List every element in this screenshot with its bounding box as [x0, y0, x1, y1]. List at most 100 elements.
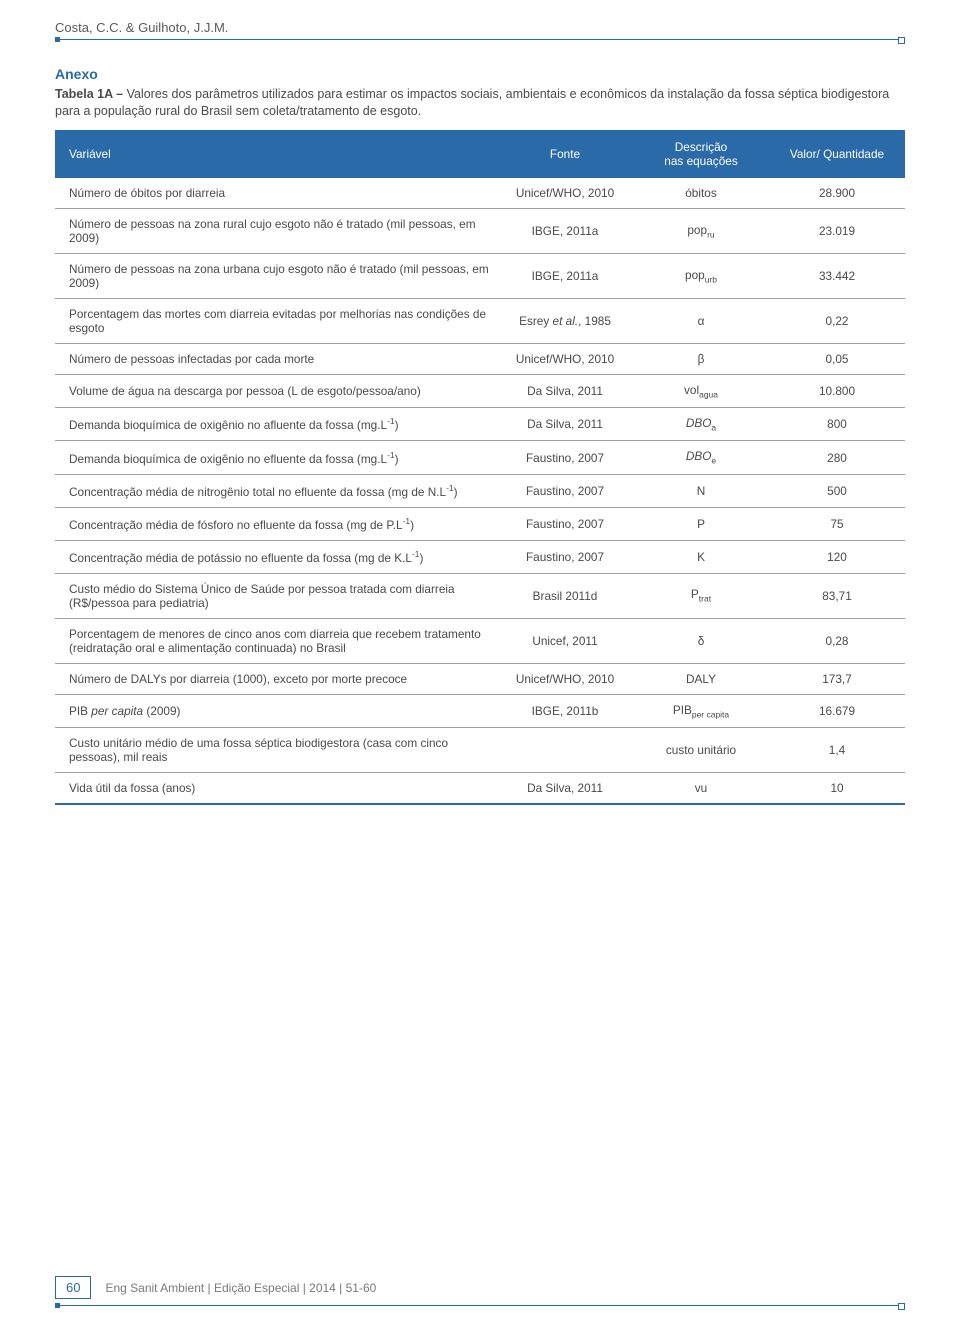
- cell-descricao: DALY: [633, 663, 769, 694]
- cell-variavel: Número de óbitos por diarreia: [55, 178, 497, 209]
- cell-descricao: β: [633, 343, 769, 374]
- cell-fonte: Faustino, 2007: [497, 507, 633, 540]
- cell-fonte: Brasil 2011d: [497, 573, 633, 618]
- cell-descricao: Ptrat: [633, 573, 769, 618]
- cell-valor: 0,05: [769, 343, 905, 374]
- table-row: Demanda bioquímica de oxigênio no afluen…: [55, 408, 905, 441]
- cell-valor: 120: [769, 540, 905, 573]
- table-header-row: Variável Fonte Descrição nas equações Va…: [55, 130, 905, 178]
- cell-valor: 10.800: [769, 374, 905, 407]
- cell-fonte: Da Silva, 2011: [497, 408, 633, 441]
- table-row: PIB per capita (2009)IBGE, 2011bPIBper c…: [55, 694, 905, 727]
- th-valor: Valor/ Quantidade: [769, 130, 905, 178]
- cell-variavel: Número de pessoas na zona rural cujo esg…: [55, 208, 497, 253]
- cell-descricao: DBOe: [633, 441, 769, 474]
- cell-variavel: Número de pessoas infectadas por cada mo…: [55, 343, 497, 374]
- cell-valor: 173,7: [769, 663, 905, 694]
- cell-descricao: custo unitário: [633, 727, 769, 772]
- table-row: Número de DALYs por diarreia (1000), exc…: [55, 663, 905, 694]
- th-descricao: Descrição nas equações: [633, 130, 769, 178]
- cell-variavel: Demanda bioquímica de oxigênio no afluen…: [55, 408, 497, 441]
- table-row: Número de pessoas na zona rural cujo esg…: [55, 208, 905, 253]
- cell-descricao: N: [633, 474, 769, 507]
- cell-valor: 1,4: [769, 727, 905, 772]
- cell-valor: 10: [769, 772, 905, 804]
- cell-variavel: Concentração média de fósforo no efluent…: [55, 507, 497, 540]
- cell-valor: 500: [769, 474, 905, 507]
- cell-fonte: IBGE, 2011a: [497, 208, 633, 253]
- cell-fonte: Unicef/WHO, 2010: [497, 343, 633, 374]
- cell-descricao: popurb: [633, 253, 769, 298]
- cell-descricao: K: [633, 540, 769, 573]
- table-row: Concentração média de potássio no efluen…: [55, 540, 905, 573]
- cell-variavel: Volume de água na descarga por pessoa (L…: [55, 374, 497, 407]
- cell-fonte: Esrey et al., 1985: [497, 298, 633, 343]
- header-rule: [55, 39, 905, 40]
- table-row: Demanda bioquímica de oxigênio no efluen…: [55, 441, 905, 474]
- cell-descricao: PIBper capita: [633, 694, 769, 727]
- cell-descricao: δ: [633, 618, 769, 663]
- cell-descricao: DBOa: [633, 408, 769, 441]
- cell-fonte: [497, 727, 633, 772]
- table-row: Número de pessoas na zona urbana cujo es…: [55, 253, 905, 298]
- parameters-table: Variável Fonte Descrição nas equações Va…: [55, 130, 905, 805]
- table-body: Número de óbitos por diarreiaUnicef/WHO,…: [55, 178, 905, 804]
- page-number: 60: [55, 1276, 91, 1299]
- cell-valor: 23.019: [769, 208, 905, 253]
- table-row: Vida útil da fossa (anos)Da Silva, 2011v…: [55, 772, 905, 804]
- cell-descricao: P: [633, 507, 769, 540]
- cell-valor: 75: [769, 507, 905, 540]
- cell-descricao: α: [633, 298, 769, 343]
- cell-valor: 33.442: [769, 253, 905, 298]
- cell-fonte: Faustino, 2007: [497, 540, 633, 573]
- caption-text: Valores dos parâmetros utilizados para e…: [55, 87, 889, 118]
- caption-bold: Tabela 1A –: [55, 87, 127, 101]
- cell-fonte: Da Silva, 2011: [497, 772, 633, 804]
- cell-valor: 83,71: [769, 573, 905, 618]
- table-row: Porcentagem de menores de cinco anos com…: [55, 618, 905, 663]
- author-line: Costa, C.C. & Guilhoto, J.J.M.: [55, 20, 905, 35]
- cell-descricao: popru: [633, 208, 769, 253]
- cell-variavel: Número de DALYs por diarreia (1000), exc…: [55, 663, 497, 694]
- cell-fonte: Unicef/WHO, 2010: [497, 178, 633, 209]
- th-variavel: Variável: [55, 130, 497, 178]
- cell-variavel: Concentração média de nitrogênio total n…: [55, 474, 497, 507]
- cell-fonte: IBGE, 2011b: [497, 694, 633, 727]
- cell-fonte: Da Silva, 2011: [497, 374, 633, 407]
- table-row: Porcentagem das mortes com diarreia evit…: [55, 298, 905, 343]
- cell-variavel: Porcentagem das mortes com diarreia evit…: [55, 298, 497, 343]
- cell-valor: 280: [769, 441, 905, 474]
- footer-rule: [55, 1305, 905, 1306]
- table-row: Volume de água na descarga por pessoa (L…: [55, 374, 905, 407]
- cell-variavel: Vida útil da fossa (anos): [55, 772, 497, 804]
- cell-fonte: Unicef, 2011: [497, 618, 633, 663]
- cell-valor: 16.679: [769, 694, 905, 727]
- table-caption: Tabela 1A – Valores dos parâmetros utili…: [55, 86, 905, 120]
- table-row: Custo médio do Sistema Único de Saúde po…: [55, 573, 905, 618]
- cell-variavel: Porcentagem de menores de cinco anos com…: [55, 618, 497, 663]
- cell-descricao: volagua: [633, 374, 769, 407]
- table-row: Número de óbitos por diarreiaUnicef/WHO,…: [55, 178, 905, 209]
- cell-variavel: PIB per capita (2009): [55, 694, 497, 727]
- cell-valor: 0,22: [769, 298, 905, 343]
- cell-variavel: Número de pessoas na zona urbana cujo es…: [55, 253, 497, 298]
- cell-variavel: Demanda bioquímica de oxigênio no efluen…: [55, 441, 497, 474]
- th-fonte: Fonte: [497, 130, 633, 178]
- footer-citation: Eng Sanit Ambient | Edição Especial | 20…: [105, 1281, 376, 1295]
- page-footer: 60 Eng Sanit Ambient | Edição Especial |…: [55, 1276, 905, 1306]
- table-row: Concentração média de nitrogênio total n…: [55, 474, 905, 507]
- cell-descricao: óbitos: [633, 178, 769, 209]
- cell-fonte: Faustino, 2007: [497, 441, 633, 474]
- anexo-heading: Anexo: [55, 66, 905, 82]
- cell-valor: 800: [769, 408, 905, 441]
- cell-valor: 28.900: [769, 178, 905, 209]
- cell-fonte: Unicef/WHO, 2010: [497, 663, 633, 694]
- cell-variavel: Custo unitário médio de uma fossa séptic…: [55, 727, 497, 772]
- cell-fonte: IBGE, 2011a: [497, 253, 633, 298]
- cell-descricao: vu: [633, 772, 769, 804]
- table-row: Concentração média de fósforo no efluent…: [55, 507, 905, 540]
- table-row: Custo unitário médio de uma fossa séptic…: [55, 727, 905, 772]
- cell-fonte: Faustino, 2007: [497, 474, 633, 507]
- cell-variavel: Concentração média de potássio no efluen…: [55, 540, 497, 573]
- cell-valor: 0,28: [769, 618, 905, 663]
